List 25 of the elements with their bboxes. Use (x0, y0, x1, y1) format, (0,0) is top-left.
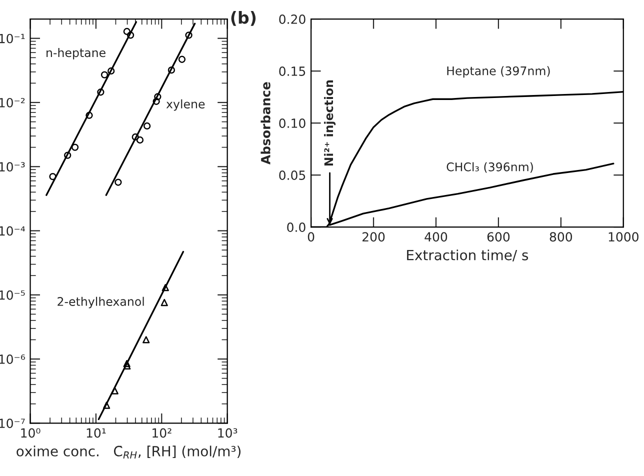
x-axis-title: Extraction time/ s (407, 250, 528, 262)
series-label: Heptane (397nm) (447, 66, 550, 78)
chart-title: (b) (231, 10, 256, 26)
x-tick-label: 1000 (608, 232, 638, 242)
series-label: 2-ethylhexanol (58, 296, 144, 308)
x-axis-title: oxime conc. C̄$_{RH}$, [RH] (mol/m³) (16, 446, 241, 459)
y-tick-label: 0.20 (279, 14, 306, 24)
y-tick-label: 0.10 (279, 118, 306, 128)
x-tick-label: 10¹ (86, 428, 106, 438)
y-tick-label: 0.0 (287, 222, 306, 232)
series-label: xylene (166, 99, 205, 111)
annotation: Ni²⁺ injection (324, 80, 336, 166)
x-tick-label: 10⁰ (21, 428, 40, 438)
series-label: n-heptane (46, 48, 106, 60)
x-tick-label: 10³ (218, 428, 238, 438)
x-tick-label: 10² (152, 428, 172, 438)
y-tick-label: 0.05 (279, 170, 306, 180)
x-tick-label: 800 (550, 232, 572, 242)
x-tick-label: 200 (362, 232, 385, 242)
y-axis-title: Absorbance (260, 82, 270, 164)
x-tick-label: 0 (308, 232, 314, 242)
x-tick-label: 600 (487, 232, 510, 242)
x-tick-label: 400 (424, 232, 448, 242)
series-label: CHCl₃ (396nm) (446, 162, 533, 173)
y-tick-label: 0.15 (279, 66, 306, 76)
